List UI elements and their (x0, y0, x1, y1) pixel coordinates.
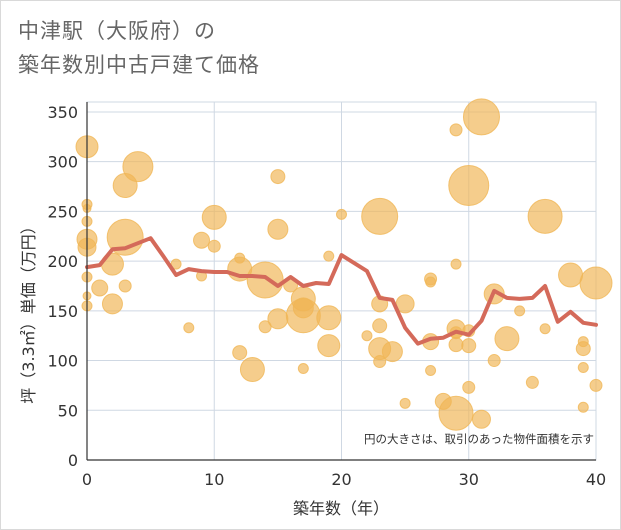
x-tick-label: 30 (459, 470, 479, 489)
data-bubble (575, 341, 591, 357)
data-bubble (425, 276, 437, 288)
data-bubble (527, 198, 563, 234)
data-bubble (471, 409, 491, 429)
data-bubble (270, 169, 286, 185)
data-bubble (317, 334, 341, 358)
data-bubble (239, 357, 265, 383)
data-bubble (514, 305, 526, 317)
data-bubble (448, 337, 464, 353)
x-tick-label: 10 (204, 470, 224, 489)
data-bubble (462, 98, 500, 136)
y-tick-label: 150 (47, 302, 78, 321)
data-bubble (91, 279, 109, 297)
data-bubble (438, 395, 474, 431)
data-bubble (589, 378, 603, 392)
chart-title: 中津駅（大阪府）の 築年数別中古戸建て価格 (18, 14, 260, 82)
data-bubble (246, 261, 284, 299)
data-bubble (193, 231, 211, 249)
data-bubble (361, 330, 373, 342)
data-bubble (381, 341, 403, 363)
data-bubble (449, 123, 463, 137)
x-axis-label: 築年数（年） (293, 499, 389, 518)
data-bubble (462, 380, 476, 394)
y-tick-label: 200 (47, 252, 78, 271)
data-bubble (450, 258, 462, 270)
data-bubble (336, 208, 347, 220)
data-bubble (297, 363, 309, 375)
data-bubble (207, 239, 221, 253)
series-line (85, 236, 598, 346)
chart-note: 円の大きさは、取引のあった物件面積を示す (364, 432, 594, 446)
data-bubble (494, 326, 520, 352)
chart-title-line2: 築年数別中古戸建て価格 (18, 53, 260, 77)
x-tick-label: 0 (82, 470, 92, 489)
data-bubble (577, 362, 589, 374)
bubble-layer (75, 98, 613, 431)
x-tick-label: 20 (331, 470, 351, 489)
y-tick-label: 50 (58, 401, 78, 420)
y-tick-label: 300 (47, 153, 78, 172)
data-bubble (539, 323, 551, 335)
data-bubble (316, 305, 342, 331)
data-bubble (579, 266, 613, 300)
data-bubble (361, 197, 399, 235)
data-bubble (448, 165, 490, 207)
y-tick-label: 100 (47, 352, 78, 371)
y-tick-label: 350 (47, 103, 78, 122)
data-bubble (232, 345, 248, 361)
grid (86, 101, 597, 461)
data-bubble (183, 322, 195, 334)
data-bubble (487, 354, 501, 368)
data-bubble (577, 401, 589, 413)
data-bubble (201, 204, 227, 230)
data-bubble (267, 218, 289, 240)
data-bubble (323, 250, 335, 262)
data-bubble (373, 355, 387, 369)
y-tick-label: 0 (68, 451, 78, 470)
data-bubble (558, 262, 584, 288)
axes: 0 10 20 30 40 0 50 100 150 200 250 300 350 (47, 102, 606, 489)
data-bubble (101, 293, 123, 315)
line-layer (85, 236, 598, 346)
y-tick-label: 250 (47, 202, 78, 221)
data-bubble (267, 308, 289, 330)
x-tick-label: 40 (586, 470, 606, 489)
data-bubble (285, 298, 321, 334)
chart-title-line1: 中津駅（大阪府）の (18, 19, 216, 43)
data-bubble (118, 279, 132, 293)
data-bubble (122, 151, 154, 183)
data-bubble (525, 375, 539, 389)
data-bubble (372, 318, 388, 334)
data-bubble (399, 397, 411, 409)
y-axis-label: 坪（3.3㎡）単価（万円） (19, 218, 38, 403)
data-bubble (425, 365, 437, 376)
data-bubble (461, 338, 477, 354)
